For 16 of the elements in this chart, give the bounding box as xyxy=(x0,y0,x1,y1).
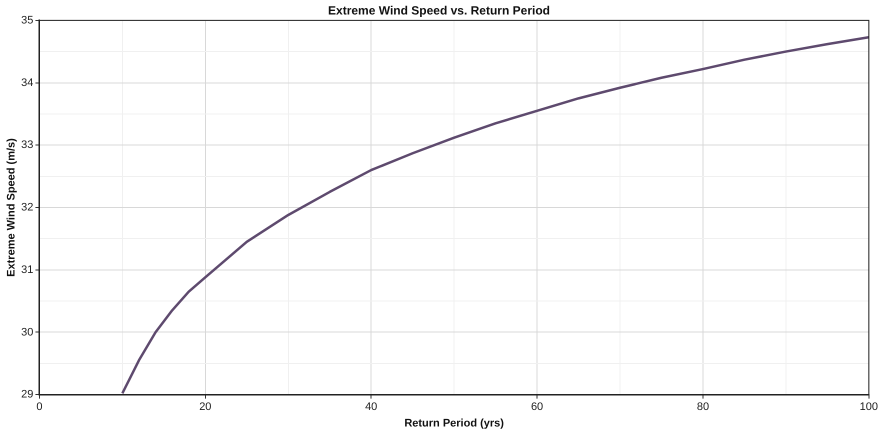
x-axis-title: Return Period (yrs) xyxy=(404,417,504,430)
y-tick-label: 35 xyxy=(21,14,34,26)
y-tick-label: 32 xyxy=(21,202,34,214)
y-tick-label: 34 xyxy=(21,76,34,89)
y-tick-label: 31 xyxy=(21,264,34,276)
y-axis-title: Extreme Wind Speed (m/s) xyxy=(6,138,18,277)
chart-title: Extreme Wind Speed vs. Return Period xyxy=(328,4,550,18)
y-tick-label: 29 xyxy=(21,388,34,401)
y-tick-label: 30 xyxy=(21,326,34,338)
x-tick-label: 40 xyxy=(365,401,378,414)
x-tick-label: 0 xyxy=(36,401,42,414)
y-tick-label: 33 xyxy=(21,139,34,152)
x-tick-label: 60 xyxy=(530,401,544,414)
x-tick-label: 100 xyxy=(860,401,878,414)
x-tick-label: 20 xyxy=(199,401,212,414)
x-tick-label: 80 xyxy=(696,401,710,414)
